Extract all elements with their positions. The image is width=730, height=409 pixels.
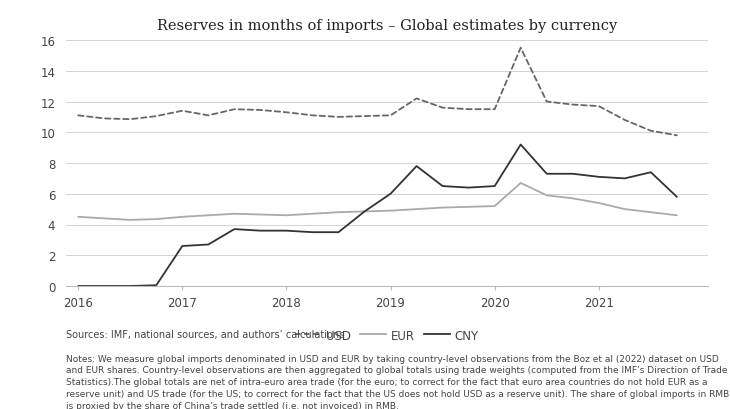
EUR <box>672 213 681 218</box>
CNY <box>308 230 317 235</box>
Text: Notes: We measure global imports denominated in USD and EUR by taking country-le: Notes: We measure global imports denomin… <box>66 354 729 409</box>
USD <box>620 118 629 123</box>
USD <box>360 115 369 119</box>
EUR <box>647 210 656 215</box>
CNY <box>334 230 343 235</box>
CNY <box>100 284 109 289</box>
USD <box>178 109 187 114</box>
EUR <box>438 206 447 211</box>
USD <box>126 117 134 122</box>
USD <box>100 117 109 121</box>
USD <box>647 129 656 134</box>
Text: Sources: IMF, national sources, and authors’ calculations: Sources: IMF, national sources, and auth… <box>66 329 344 339</box>
CNY <box>516 143 525 148</box>
CNY <box>178 244 187 249</box>
USD <box>230 108 239 112</box>
USD <box>282 110 291 115</box>
USD <box>152 115 161 119</box>
CNY <box>126 284 134 289</box>
EUR <box>204 213 212 218</box>
Line: CNY: CNY <box>78 145 677 286</box>
USD <box>308 114 317 119</box>
USD <box>204 114 212 119</box>
EUR <box>282 213 291 218</box>
EUR <box>542 193 551 198</box>
EUR <box>152 217 161 222</box>
CNY <box>491 184 499 189</box>
CNY <box>438 184 447 189</box>
USD <box>464 108 473 112</box>
USD <box>438 106 447 111</box>
EUR <box>126 218 134 223</box>
CNY <box>672 195 681 200</box>
USD <box>569 103 577 108</box>
USD <box>516 46 525 51</box>
USD <box>74 114 82 119</box>
EUR <box>412 207 421 212</box>
Line: USD: USD <box>78 49 677 136</box>
Title: Reserves in months of imports – Global estimates by currency: Reserves in months of imports – Global e… <box>157 19 617 33</box>
CNY <box>569 172 577 177</box>
EUR <box>516 181 525 186</box>
CNY <box>620 177 629 182</box>
USD <box>491 108 499 112</box>
USD <box>334 115 343 120</box>
EUR <box>360 209 369 214</box>
EUR <box>594 201 603 206</box>
EUR <box>74 215 82 220</box>
CNY <box>542 172 551 177</box>
EUR <box>178 215 187 220</box>
EUR <box>230 212 239 217</box>
EUR <box>491 204 499 209</box>
CNY <box>412 164 421 169</box>
EUR <box>620 207 629 212</box>
CNY <box>360 209 369 214</box>
EUR <box>464 205 473 210</box>
EUR <box>100 216 109 221</box>
EUR <box>334 210 343 215</box>
EUR <box>569 196 577 201</box>
CNY <box>74 284 82 289</box>
EUR <box>386 209 395 213</box>
USD <box>672 133 681 138</box>
CNY <box>204 243 212 247</box>
USD <box>542 100 551 105</box>
CNY <box>594 175 603 180</box>
Line: EUR: EUR <box>78 184 677 220</box>
EUR <box>256 213 265 218</box>
CNY <box>464 186 473 191</box>
EUR <box>308 212 317 217</box>
USD <box>256 108 265 113</box>
CNY <box>152 283 161 288</box>
USD <box>412 97 421 102</box>
CNY <box>256 229 265 234</box>
CNY <box>386 192 395 197</box>
USD <box>594 104 603 109</box>
CNY <box>647 171 656 175</box>
CNY <box>230 227 239 232</box>
USD <box>386 114 395 119</box>
Legend: USD, EUR, CNY: USD, EUR, CNY <box>290 324 484 346</box>
CNY <box>282 229 291 234</box>
